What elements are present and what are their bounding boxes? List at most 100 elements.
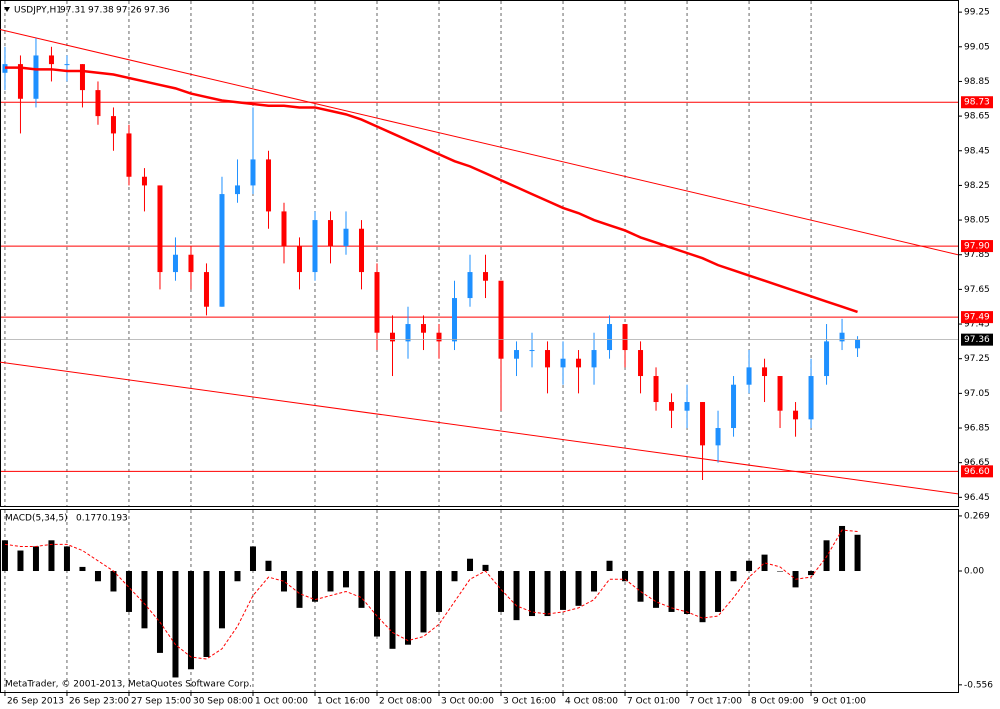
y-tick-label: 98.05 <box>964 216 990 226</box>
candle-body <box>808 376 814 420</box>
candle-body <box>483 272 489 281</box>
histogram-bar <box>79 566 86 572</box>
y-tick-label: 97.65 <box>964 285 990 295</box>
histogram-bar <box>544 571 551 617</box>
candle-body <box>545 350 551 368</box>
histogram-bar <box>498 571 505 612</box>
candle-body <box>638 350 644 377</box>
y-tick-label: 98.45 <box>964 146 990 156</box>
y-tick-label: 97.25 <box>964 354 990 364</box>
histogram-bar <box>249 546 256 572</box>
histogram-bar <box>280 571 287 592</box>
candle-body <box>358 228 364 273</box>
histogram-bar <box>218 571 225 629</box>
y-tick-label: 96.85 <box>964 424 990 434</box>
candle-body <box>746 367 752 385</box>
level-label: 96.60 <box>964 467 990 477</box>
candle-body <box>731 384 737 429</box>
histogram-bar <box>373 571 380 637</box>
level-label-box <box>961 96 993 109</box>
x-tick-label: 7 Oct 01:00 <box>627 697 680 707</box>
y-tick-label: 0.269 <box>964 511 990 521</box>
header-high: 97.38 <box>88 6 114 16</box>
histogram-bar <box>94 571 101 582</box>
histogram-bar <box>311 571 318 602</box>
candle-body <box>33 55 39 99</box>
candle-body <box>777 376 783 411</box>
histogram-bar <box>777 571 784 572</box>
histogram-bar <box>17 550 24 572</box>
candle-body <box>48 55 54 65</box>
line-series <box>4 66 858 314</box>
candle-body <box>250 159 256 186</box>
histogram-bar <box>637 571 644 602</box>
candle-body <box>498 280 504 359</box>
candle-body <box>669 402 675 411</box>
histogram-bar <box>451 571 458 582</box>
level-label: 98.73 <box>964 98 990 108</box>
histogram-bar <box>125 571 132 612</box>
candle-body <box>560 358 566 368</box>
histogram-bar <box>110 571 117 592</box>
histogram-bar <box>342 571 349 588</box>
candle-body <box>265 159 271 212</box>
candle-body <box>452 298 458 342</box>
x-tick-label: 27 Sep 15:00 <box>131 697 191 707</box>
candle-body <box>622 324 628 351</box>
main-pane <box>0 0 959 507</box>
histogram-bar <box>203 571 210 657</box>
histogram-bar <box>746 560 753 572</box>
histogram-bar <box>529 571 536 617</box>
trendline <box>0 28 959 256</box>
footer: MetaTrader, © 2001-2013, MetaQuotes Soft… <box>5 680 252 690</box>
x-tick-label: 8 Oct 09:00 <box>751 697 804 707</box>
candle-body <box>405 324 411 342</box>
candle-body <box>529 350 535 352</box>
candle-body <box>188 254 194 273</box>
candle-body <box>793 410 799 420</box>
candle-body <box>281 211 287 247</box>
header-low: 97.26 <box>116 6 142 16</box>
x-tick-label: 1 Oct 00:00 <box>255 697 308 707</box>
y-tick-label: 97.45 <box>964 320 990 330</box>
x-tick-label: 3 Oct 16:00 <box>503 697 556 707</box>
histogram-bar <box>296 571 303 608</box>
candle-body <box>514 350 520 359</box>
candle-body <box>824 341 830 377</box>
histogram-bar <box>606 560 613 572</box>
y-tick-label: 96.65 <box>964 458 990 468</box>
x-tick-label: 7 Oct 17:00 <box>689 697 742 707</box>
histogram-bar <box>141 571 148 629</box>
y-tick-label: 97.85 <box>964 250 990 260</box>
candle-body <box>421 324 427 333</box>
header-close: 97.36 <box>144 6 170 16</box>
x-tick-label: 1 Oct 16:00 <box>317 697 370 707</box>
candle-body <box>467 272 473 299</box>
indicator-pane <box>0 509 959 693</box>
symbol-title: USDJPY,H1 <box>14 6 62 16</box>
y-tick-label: 98.85 <box>964 77 990 87</box>
histogram-bar <box>699 571 706 623</box>
candle-body <box>591 350 597 368</box>
histogram-bar <box>327 571 334 592</box>
candle-body <box>684 402 690 411</box>
indicator-main-value: 0.177 <box>76 514 102 524</box>
histogram-bar <box>156 571 163 653</box>
y-tick-label: 99.05 <box>964 42 990 52</box>
candle-body <box>436 332 442 342</box>
indicator-signal-value: 0.193 <box>102 514 128 524</box>
histogram-bar <box>467 558 474 572</box>
y-tick-label: 98.65 <box>964 112 990 122</box>
histogram-bar <box>172 571 179 678</box>
histogram-bar <box>684 571 691 614</box>
histogram-bar <box>358 571 365 608</box>
candle-body <box>79 64 85 91</box>
x-tick-label: 26 Sep 23:00 <box>69 697 129 707</box>
y-tick-label: 98.25 <box>964 181 990 191</box>
level-label: 97.90 <box>964 242 990 252</box>
header-arrow <box>4 7 10 12</box>
candle-body <box>157 185 163 273</box>
candle-body <box>95 90 101 117</box>
current-price-box <box>961 333 993 346</box>
y-tick-label: 0.00 <box>964 567 984 577</box>
